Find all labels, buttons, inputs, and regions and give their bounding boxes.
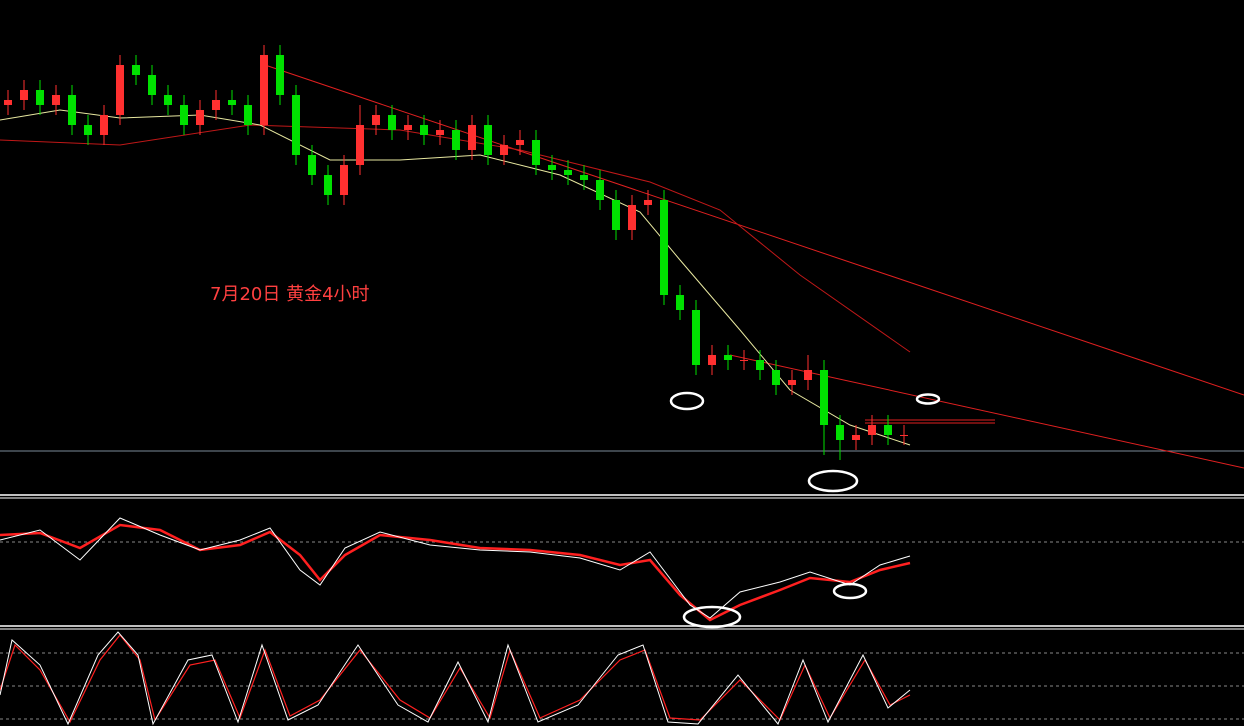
candle-body: [340, 165, 348, 195]
candle-body: [116, 65, 124, 115]
candle-body: [132, 65, 140, 75]
highlight: [807, 469, 859, 493]
candle-body: [148, 75, 156, 95]
highlight: [682, 605, 742, 629]
candle-body: [20, 90, 28, 100]
candle-body: [52, 95, 60, 105]
candle-body: [356, 125, 364, 165]
candle-body: [740, 360, 748, 361]
candle-body: [484, 125, 492, 155]
candle-body: [164, 95, 172, 105]
candle-body: [228, 100, 236, 105]
candle-body: [500, 145, 508, 155]
candle-body: [820, 370, 828, 425]
candle-body: [788, 380, 796, 385]
stoch-k: [0, 631, 911, 726]
candle-body: [68, 95, 76, 125]
candle-body: [260, 55, 268, 125]
candle-body: [4, 100, 12, 105]
candle-body: [276, 55, 284, 95]
candle-body: [516, 140, 524, 145]
candle-body: [372, 115, 380, 125]
highlight: [832, 582, 868, 600]
candle-body: [388, 115, 396, 130]
macd-signal: [0, 523, 911, 622]
candle-body: [676, 295, 684, 310]
candle-body: [660, 200, 668, 295]
candle-body: [420, 125, 428, 135]
candle-body: [548, 165, 556, 170]
candle-body: [468, 125, 476, 150]
candle-body: [724, 355, 732, 360]
candle-body: [900, 435, 908, 436]
candle-body: [884, 425, 892, 435]
candle-body: [628, 205, 636, 230]
candle-body: [84, 125, 92, 135]
trendline: [729, 354, 1244, 469]
candle-body: [100, 115, 108, 135]
candle-body: [36, 90, 44, 105]
candle-body: [852, 435, 860, 440]
trendline: [264, 64, 1244, 396]
candle-body: [180, 105, 188, 125]
candle-body: [564, 170, 572, 175]
candle-body: [452, 130, 460, 150]
candle-body: [308, 155, 316, 175]
candle-body: [196, 110, 204, 125]
candle-body: [324, 175, 332, 195]
chart-title: 7月20日 黄金4小时: [210, 284, 370, 305]
candle-body: [804, 370, 812, 380]
candle-body: [612, 200, 620, 230]
candle-body: [596, 180, 604, 200]
candle-body: [692, 310, 700, 365]
candle-body: [244, 105, 252, 125]
candle-body: [580, 175, 588, 180]
candle-body: [644, 200, 652, 205]
candle-body: [772, 370, 780, 385]
candle-body: [532, 140, 540, 165]
candle-body: [868, 425, 876, 435]
candle-body: [708, 355, 716, 365]
candle-body: [836, 425, 844, 440]
highlight: [915, 393, 941, 405]
candle-body: [404, 125, 412, 130]
candle-body: [212, 100, 220, 110]
candles: [4, 45, 908, 460]
candle-body: [756, 360, 764, 370]
candle-body: [292, 95, 300, 155]
candle-body: [436, 130, 444, 135]
macd-line: [0, 517, 911, 619]
highlight: [669, 391, 705, 411]
